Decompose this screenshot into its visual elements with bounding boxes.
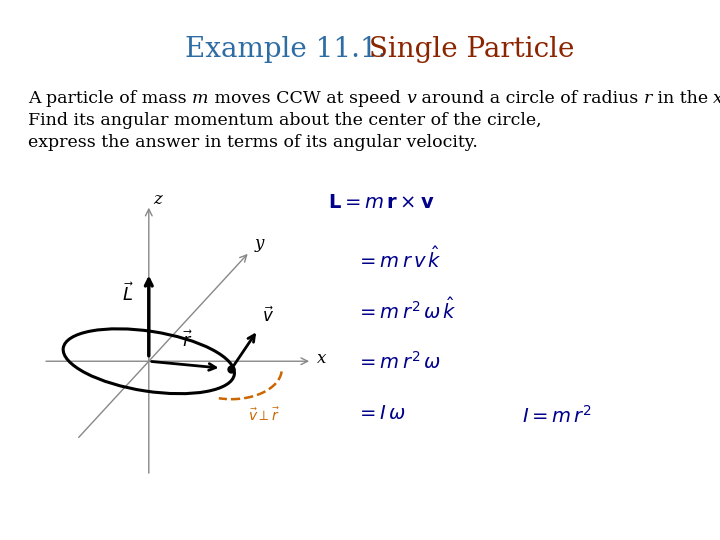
Text: Find its angular momentum about the center of the circle,: Find its angular momentum about the cent… xyxy=(28,112,541,129)
Text: x: x xyxy=(714,90,720,107)
Text: moves CCW at speed: moves CCW at speed xyxy=(209,90,406,107)
Text: $\vec{L}$: $\vec{L}$ xyxy=(122,282,135,305)
Text: $= m\, r\, v\, \hat{k}$: $= m\, r\, v\, \hat{k}$ xyxy=(356,246,442,272)
Text: z: z xyxy=(153,191,162,208)
Text: around a circle of radius: around a circle of radius xyxy=(415,90,644,107)
Text: Single Particle: Single Particle xyxy=(360,36,575,63)
Text: $= m\, r^2\, \omega\, \hat{k}$: $= m\, r^2\, \omega\, \hat{k}$ xyxy=(356,297,457,323)
Text: m: m xyxy=(192,90,209,107)
Text: $= I\, \omega$: $= I\, \omega$ xyxy=(356,405,407,423)
Text: in the: in the xyxy=(652,90,714,107)
Text: A particle of mass: A particle of mass xyxy=(28,90,192,107)
Text: $= m\, r^2\, \omega$: $= m\, r^2\, \omega$ xyxy=(356,351,441,373)
Text: express the answer in terms of its angular velocity.: express the answer in terms of its angul… xyxy=(28,134,478,151)
Text: r: r xyxy=(644,90,652,107)
Text: $\vec{v}$: $\vec{v}$ xyxy=(261,306,274,326)
Text: v: v xyxy=(406,90,415,107)
Text: $\vec{r}$: $\vec{r}$ xyxy=(182,330,193,351)
Text: x: x xyxy=(317,350,326,367)
Text: $\vec{v} \perp \vec{r}$: $\vec{v} \perp \vec{r}$ xyxy=(248,407,280,424)
Text: y: y xyxy=(254,235,264,252)
Text: $I = m\, r^2$: $I = m\, r^2$ xyxy=(522,405,592,427)
Text: $\mathbf{L} = m\, \mathbf{r} \times \mathbf{v}$: $\mathbf{L} = m\, \mathbf{r} \times \mat… xyxy=(328,194,434,212)
Text: Example 11.1.: Example 11.1. xyxy=(185,36,387,63)
